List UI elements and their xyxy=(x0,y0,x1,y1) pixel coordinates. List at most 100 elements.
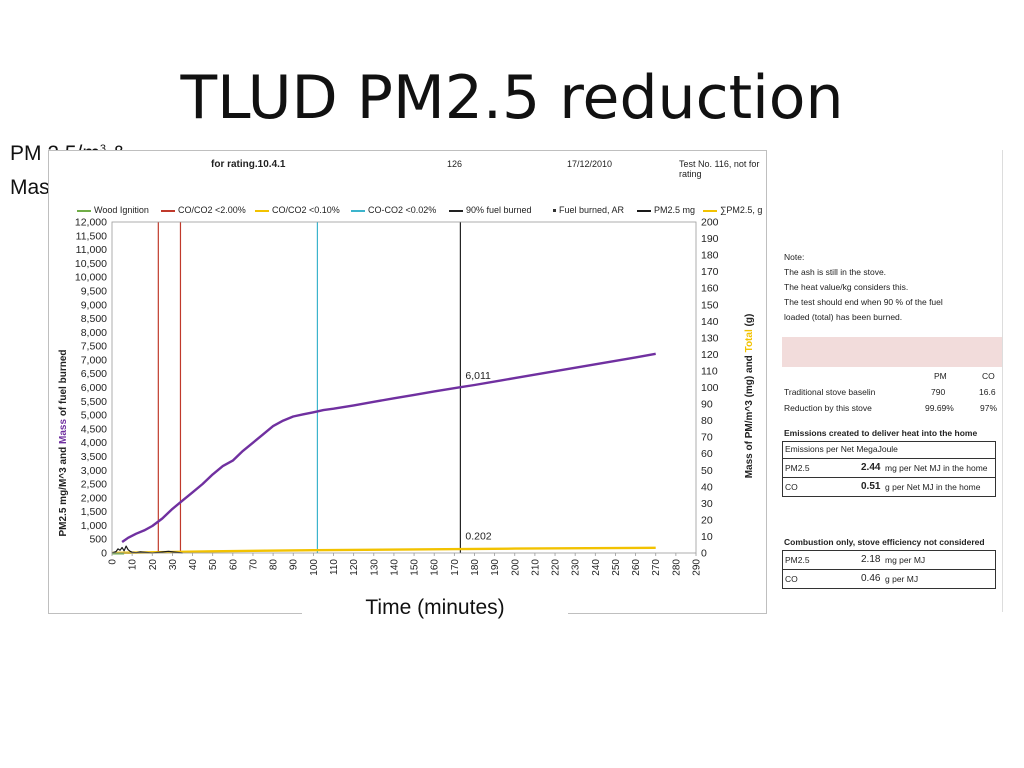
y-left-tick-label: 5,500 xyxy=(81,396,107,408)
y-axis-label-left-part3: of fuel burned xyxy=(58,350,69,419)
y-right-tick-label: 190 xyxy=(701,233,719,245)
legend-swatch-co-co2-002 xyxy=(351,209,365,212)
legend-label-co-co2-200: CO/CO2 <2.00% xyxy=(178,205,246,215)
y-left-tick-label: 5,000 xyxy=(81,410,107,422)
y-left-tick-label: 10,000 xyxy=(75,272,107,284)
y-left-tick-label: 3,000 xyxy=(81,465,107,477)
y-right-tick-label: 90 xyxy=(701,399,713,411)
side-label-superscript: 3 xyxy=(99,143,106,155)
y-right-tick-label: 0 xyxy=(701,548,707,560)
y-right-tick-label: 170 xyxy=(701,266,719,278)
y-left-tick-label: 8,000 xyxy=(81,327,107,339)
x-axis-title: Time (minutes) xyxy=(302,594,568,622)
y-left-tick-label: 9,500 xyxy=(81,285,107,297)
comparison-header-row: PM CO xyxy=(784,371,1006,387)
legend-swatch-sum-pm25 xyxy=(703,209,717,212)
y-left-tick-label: 7,500 xyxy=(81,341,107,353)
emissions-home-subtitle-row: Emissions per Net MegaJoule xyxy=(783,442,995,458)
comparison-row-reduction: Reduction by this stove 99.69% 97% xyxy=(784,403,1006,419)
y-left-tick-label: 4,000 xyxy=(81,437,107,449)
legend-swatch-wood-ignition xyxy=(77,209,91,212)
series-sum-pm25-line xyxy=(111,546,656,555)
comparison-row-baseline-co: 16.6 xyxy=(979,387,996,397)
legend-label-fuel-90: 90% fuel burned xyxy=(466,205,532,215)
series-fuel-burned-line xyxy=(121,352,656,543)
combustion-pm-unit: mg per MJ xyxy=(885,555,926,565)
x-tick-label: 270 xyxy=(651,559,662,576)
combustion-co-value: 0.46 xyxy=(861,573,881,584)
x-tick-label: 140 xyxy=(389,559,400,576)
y-right-tick-label: 30 xyxy=(701,498,713,510)
y-right-tick-label: 70 xyxy=(701,432,713,444)
comparison-row-reduction-co: 97% xyxy=(980,403,998,413)
y-left-tick-label: 12,000 xyxy=(75,217,107,229)
legend-item-co-co2-200: CO/CO2 <2.00% xyxy=(161,205,246,215)
notes-line-1: The ash is still in the stove. xyxy=(784,267,887,277)
comparison-col-co: CO xyxy=(982,371,995,381)
slide-title: TLUD PM2.5 reduction xyxy=(180,63,844,133)
emissions-home-co-row: CO 0.51 g per Net MJ in the home xyxy=(783,477,995,496)
emissions-home-pm-label: PM2.5 xyxy=(785,463,810,473)
x-tick-label: 230 xyxy=(571,559,582,576)
legend-swatch-fuel-90 xyxy=(449,209,463,212)
x-tick-label: 280 xyxy=(671,559,682,576)
x-tick-label: 240 xyxy=(591,559,602,576)
chart-frame: for rating.10.4.1 126 17/12/2010 Test No… xyxy=(48,150,767,614)
legend-label-wood-ignition: Wood Ignition xyxy=(94,205,149,215)
x-tick-label: 100 xyxy=(309,559,320,576)
legend-item-wood-ignition: Wood Ignition xyxy=(77,205,149,215)
chart-plot: 05001,0001,5002,0002,5003,0003,5004,0004… xyxy=(58,217,755,576)
y-left-tick-label: 1,500 xyxy=(81,506,107,518)
combustion-box: PM2.5 2.18 mg per MJ CO 0.46 g per MJ xyxy=(782,550,996,589)
x-tick-label: 200 xyxy=(510,559,521,576)
x-tick-label: 120 xyxy=(349,559,360,576)
x-tick-label: 250 xyxy=(611,559,622,576)
plot-area-border xyxy=(111,221,697,554)
emissions-home-title: Emissions created to deliver heat into t… xyxy=(784,428,978,438)
chart-header-rating: for rating.10.4.1 xyxy=(211,159,286,170)
x-tick-label: 290 xyxy=(692,559,703,576)
comparison-table: PM CO Traditional stove baselin 790 16.6… xyxy=(784,371,1006,419)
y-left-tick-label: 10,500 xyxy=(75,258,107,270)
legend-item-co-co2-010: CO/CO2 <0.10% xyxy=(255,205,340,215)
notes-panel: Note: The ash is still in the stove. The… xyxy=(784,250,1006,325)
legend-item-pm25: PM2.5 mg xyxy=(637,205,695,215)
legend-swatch-fuel-burned xyxy=(553,209,556,213)
comparison-row-baseline-label: Traditional stove baselin xyxy=(784,387,876,397)
y-right-tick-label: 100 xyxy=(701,382,719,394)
x-tick-label: 180 xyxy=(470,559,481,576)
legend-item-fuel-burned: Fuel burned, AR xyxy=(553,205,624,215)
y-left-tick-label: 11,000 xyxy=(76,244,107,256)
data-label: 6,011 xyxy=(465,370,491,382)
y-right-tick-label: 40 xyxy=(701,481,713,493)
y-right-tick-label: 10 xyxy=(701,531,713,543)
y-left-tick-label: 0 xyxy=(101,548,107,560)
notes-line-3: The test should end when 90 % of the fue… xyxy=(784,297,943,307)
legend-swatch-co-co2-010 xyxy=(255,209,269,212)
y-right-tick-label: 150 xyxy=(701,299,719,311)
x-tick-label: 30 xyxy=(168,559,179,571)
comparison-row-baseline-pm: 790 xyxy=(931,387,946,397)
comparison-col-pm: PM xyxy=(934,371,947,381)
legend-item-sum-pm25: ∑PM2.5, g xyxy=(703,205,762,215)
y-right-tick-label: 110 xyxy=(701,365,718,377)
legend-label-co-co2-010: CO/CO2 <0.10% xyxy=(272,205,340,215)
comparison-row-reduction-pm: 99.69% xyxy=(925,403,954,413)
x-tick-label: 150 xyxy=(410,559,421,576)
legend-item-fuel-90: 90% fuel burned xyxy=(449,205,532,215)
combustion-co-row: CO 0.46 g per MJ xyxy=(783,569,995,588)
x-tick-label: 50 xyxy=(208,559,219,571)
y-left-tick-label: 1,000 xyxy=(81,520,107,532)
y-right-tick-label: 180 xyxy=(701,250,719,262)
notes-title: Note: xyxy=(784,252,805,262)
y-right-tick-label: 160 xyxy=(701,283,719,295)
x-tick-label: 10 xyxy=(128,559,139,571)
x-tick-label: 110 xyxy=(329,559,340,575)
legend-label-co-co2-002: CO-CO2 <0.02% xyxy=(368,205,437,215)
y-left-tick-label: 2,000 xyxy=(81,492,107,504)
y-right-tick-label: 50 xyxy=(701,465,713,477)
comparison-row-baseline: Traditional stove baselin 790 16.6 xyxy=(784,387,1006,403)
x-tick-label: 210 xyxy=(530,559,541,576)
y-left-tick-label: 9,000 xyxy=(81,299,107,311)
x-tick-label: 60 xyxy=(228,559,239,571)
